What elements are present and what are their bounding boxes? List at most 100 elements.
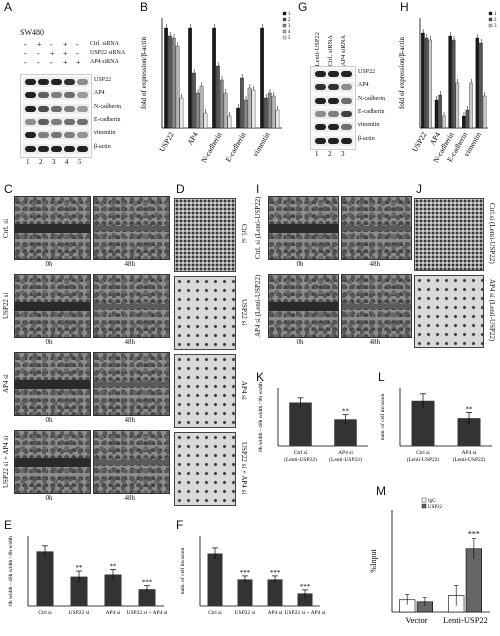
row-label: AP4 si (Lenti-USP22) (488, 279, 496, 342)
legend-swatch (488, 11, 493, 16)
bar (457, 418, 481, 446)
blot-row (313, 135, 353, 146)
wound-gap (94, 460, 169, 465)
panel-label-g: G (298, 0, 308, 14)
bar (188, 27, 192, 129)
blot-row (23, 90, 89, 101)
blot-a-conditions: - + - + - Ctrl. siRNA - - + + - USP22 siRNA - - - + + AP4… (20, 40, 145, 70)
blot-band (51, 105, 62, 112)
blot-band (25, 79, 36, 85)
row-label: USP22 si + AP4 si (240, 441, 248, 495)
invasion-image (414, 275, 484, 348)
wound-gap (94, 382, 169, 387)
bar (267, 92, 272, 129)
y-axis-label: %Input (369, 548, 378, 572)
bar (251, 89, 256, 129)
panel-label-m: M (376, 484, 386, 498)
bar (192, 72, 196, 129)
y-axis-label: num. of cell invasion (179, 548, 186, 595)
panel-label-b: B (140, 0, 149, 14)
blot-g-lane-numbers: 1 2 3 (310, 150, 354, 160)
bar (438, 94, 442, 129)
bar (195, 92, 200, 129)
wound-gap (94, 304, 169, 309)
blot-band (51, 132, 62, 139)
wound-gap (269, 302, 338, 311)
blot-band (25, 92, 36, 99)
tick-label: USP22 si (69, 610, 90, 616)
tick-label: E-cadherin (223, 130, 247, 163)
panel-label-h: H (400, 0, 409, 14)
sign-mark: - (76, 49, 79, 58)
blot-row (313, 95, 353, 106)
row-label: Ctrl. si (240, 224, 248, 244)
bar (475, 37, 480, 129)
bar (428, 39, 432, 129)
tick-label: Ctrl si (294, 450, 308, 456)
significance-mark: *** (468, 530, 480, 539)
blot-band (25, 105, 36, 112)
lane-number: 1 (315, 150, 319, 158)
row-label: Ctrl. si (2, 218, 10, 238)
invasion-image (174, 276, 236, 350)
bar (482, 95, 487, 129)
panel-label-f: F (176, 518, 184, 532)
bar (223, 92, 228, 129)
blot-band (328, 124, 339, 131)
micrograph (14, 196, 91, 260)
bar (203, 112, 208, 129)
tick-label: vimentin (251, 130, 272, 158)
sign-mark: + (63, 40, 68, 49)
time-label: 0h (296, 260, 304, 268)
tick-label: Lenti-USP22 (443, 615, 488, 625)
blot-row-label: USP22 (94, 77, 112, 83)
wound-gap (15, 302, 90, 311)
bar (479, 42, 483, 129)
wound-gap (15, 458, 90, 467)
blot-row-label: β-actin (358, 135, 375, 142)
tick-label: USP22 (157, 130, 176, 153)
blot-row (23, 77, 89, 87)
sign-mark: - (50, 58, 53, 67)
sign-mark: + (63, 58, 68, 67)
chart-b: fold of expression/β-actin USP22 AP4 N-cadh… (140, 11, 291, 164)
bar (219, 79, 224, 129)
blot-band (51, 79, 62, 85)
micrograph (268, 274, 339, 338)
blot-band (64, 105, 75, 112)
tick-label: (Lenti-USP22) (407, 456, 440, 463)
chart-e: 0h width - 48h width / 0h width Ctrl si **… (8, 536, 168, 616)
wound-gap (15, 380, 90, 389)
bar (36, 551, 54, 606)
blot-band (77, 92, 88, 99)
y-axis-label: fold of expression/β-actin (140, 37, 148, 109)
wound-gap (269, 224, 338, 233)
panel-label-k: K (256, 370, 265, 384)
condition-label: AP4 siRNA (90, 59, 119, 65)
invasion-image (414, 198, 484, 271)
blot-band (64, 79, 75, 85)
bar (70, 576, 88, 606)
significance-mark: *** (270, 569, 281, 577)
blot-row (313, 82, 353, 93)
blot-band (315, 84, 326, 91)
bar (199, 85, 204, 129)
sign-mark: + (76, 58, 81, 67)
invasion-image (174, 354, 236, 428)
cell-line-label: SW480 (20, 28, 44, 37)
micrograph (14, 430, 91, 494)
bar (289, 402, 312, 446)
bar (237, 579, 253, 606)
blot-band (25, 145, 36, 152)
blot-band (341, 137, 352, 144)
blot-band (328, 84, 339, 91)
lane-number: 5 (78, 158, 82, 166)
panel-label-j: J (416, 182, 422, 196)
legend-label: 2 (494, 18, 497, 23)
blot-band (315, 124, 326, 131)
blot-band (77, 118, 88, 125)
row-label: USP22 si + AP4 si (2, 435, 10, 489)
legend-swatch (421, 503, 427, 509)
